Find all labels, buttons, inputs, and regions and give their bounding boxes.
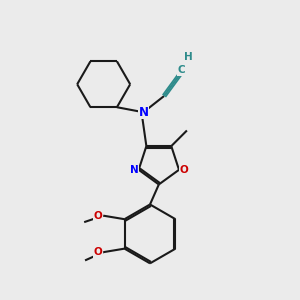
Text: O: O: [94, 247, 102, 257]
Text: H: H: [184, 52, 193, 62]
Text: O: O: [94, 211, 102, 221]
Text: N: N: [130, 165, 139, 175]
Text: C: C: [178, 65, 185, 75]
Text: O: O: [179, 165, 188, 175]
Text: N: N: [138, 106, 148, 119]
